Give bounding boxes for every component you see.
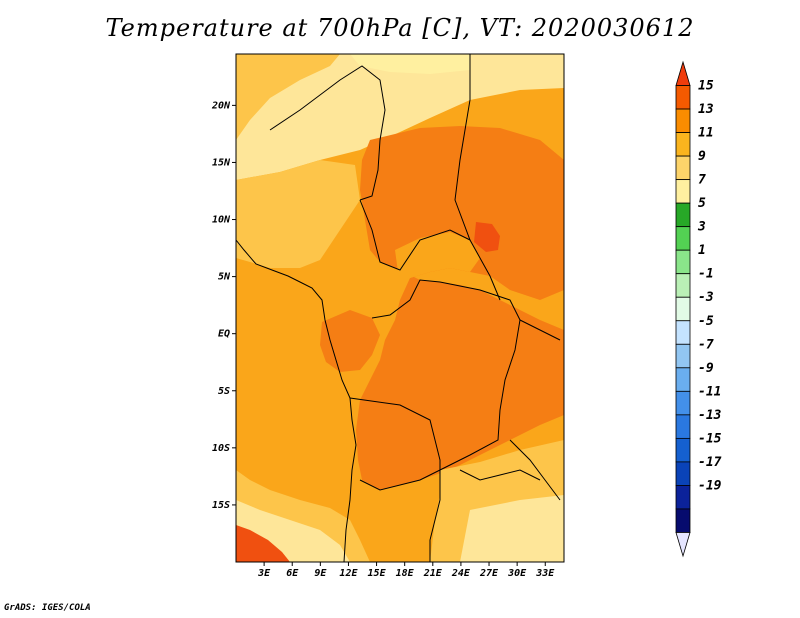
border-zambia: [459, 469, 541, 481]
border-north-block: [269, 65, 386, 201]
lat-tick-label: 20N: [211, 100, 231, 111]
colorbar-label: 15: [698, 79, 714, 94]
colorbar-label: -5: [698, 314, 714, 329]
lon-tick-label: 9E: [314, 568, 327, 579]
lon-tick-label: 12E: [339, 568, 358, 579]
colorbar-segment: [675, 273, 691, 298]
colorbar-segment: [675, 367, 691, 392]
colorbar: 15 13 11 9 7 5 3 1 -1 -3 -5 -7 -9 -11 -13 -15 -17 -19: [675, 60, 722, 558]
colorbar-label: -17: [698, 455, 722, 470]
colorbar-label: 3: [697, 220, 706, 235]
border-congo-drc: [359, 279, 521, 491]
colorbar-segment: [675, 508, 691, 533]
field-13to15-corner: [236, 525, 290, 562]
lon-tick-label: 15E: [368, 568, 387, 579]
colorbar-label: -15: [698, 431, 722, 446]
colorbar-label: 9: [698, 149, 706, 164]
latitude-axis: 20N 15N 10N 5N EQ 5S 10S 15S: [211, 100, 236, 511]
border-cameroon-car: [359, 199, 471, 271]
lat-tick-label: EQ: [218, 329, 230, 340]
lon-tick-label: 6E: [286, 568, 299, 579]
lat-tick-label: 15S: [212, 500, 230, 511]
colorbar-label: -3: [698, 290, 714, 305]
lat-tick-label: 10N: [212, 215, 231, 226]
lon-tick-label: 18E: [396, 568, 415, 579]
colorbar-label: 13: [698, 102, 714, 117]
colorbar-segment: [675, 485, 691, 510]
field-3to5-top: [350, 54, 470, 74]
colorbar-label: -1: [698, 267, 714, 282]
border-east: [509, 319, 561, 501]
colorbar-label: -7: [698, 337, 714, 352]
colorbar-label: -19: [698, 478, 722, 493]
colorbar-segment: [675, 202, 691, 228]
colorbar-segment: [675, 179, 691, 204]
grads-credit: GrADS: IGES/COLA: [4, 603, 91, 613]
colorbar-label: -13: [698, 408, 722, 423]
colorbar-segment: [675, 461, 691, 486]
colorbar-segment: [675, 85, 691, 110]
border-angola: [349, 397, 441, 562]
colorbar-segment: [675, 296, 691, 322]
field-13to15-spot: [474, 222, 500, 252]
colorbar-segment: [675, 108, 691, 133]
colorbar-label: 7: [698, 173, 706, 188]
lon-tick-label: 27E: [479, 568, 499, 579]
colorbar-segment: [675, 414, 691, 439]
lat-tick-label: 15N: [212, 157, 231, 168]
colorbar-segment: [675, 532, 691, 558]
colorbar-segment: [675, 249, 691, 275]
colorbar-segment: [675, 155, 691, 181]
field-7to9-north: [236, 54, 340, 140]
colorbar-label: 1: [698, 243, 706, 258]
colorbar-segment: [675, 343, 691, 369]
colorbar-label: 5: [698, 196, 706, 211]
colorbar-label: -11: [698, 384, 721, 399]
colorbar-segment: [675, 226, 691, 251]
lat-tick-label: 10S: [212, 443, 230, 454]
field-7to9-west: [236, 160, 360, 268]
field-5to7-north: [236, 54, 564, 180]
field-5to7-southeast: [460, 495, 564, 562]
boundaries: [236, 54, 561, 562]
colorbar-segment: [675, 320, 691, 345]
lon-tick-label: 21E: [423, 568, 443, 579]
colorbar-segment: [675, 437, 691, 463]
lon-tick-label: 33E: [535, 568, 555, 579]
lat-tick-label: 5S: [218, 386, 230, 397]
longitude-axis: 3E 6E 9E 12E 15E 18E 21E 24E 27E 30E 33E: [257, 562, 555, 579]
coastline: [236, 239, 357, 562]
lon-tick-label: 30E: [507, 568, 527, 579]
field-11to13-core: [356, 126, 564, 490]
colorbar-segment: [675, 132, 691, 157]
colorbar-segment: [675, 60, 691, 86]
lon-tick-label: 24E: [451, 568, 471, 579]
colorbar-segment: [675, 390, 691, 416]
colorbar-label: -9: [698, 361, 714, 376]
colorbar-label: 11: [698, 126, 714, 141]
lat-tick-label: 5N: [218, 272, 231, 283]
border-sudan: [454, 54, 501, 301]
map-title: Temperature at 700hPa [C], VT: 202003061…: [105, 14, 695, 42]
field-9to11-sahel-band: [395, 232, 480, 278]
lon-tick-label: 3E: [257, 568, 271, 579]
map-frame: [235, 53, 565, 563]
